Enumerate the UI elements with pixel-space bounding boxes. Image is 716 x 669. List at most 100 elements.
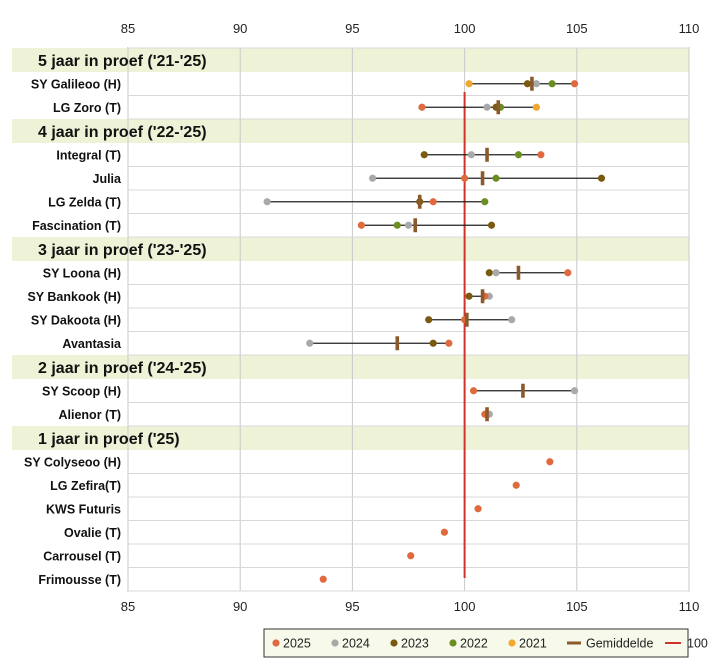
point-2022 <box>548 80 556 88</box>
row-label: Frimousse (T) <box>38 573 121 587</box>
point-2025 <box>440 528 449 536</box>
mean-marker <box>516 265 521 280</box>
row-label: SY Loona (H) <box>43 266 121 280</box>
group-title: 3 jaar in proef ('23-'25) <box>38 242 207 259</box>
mean-marker <box>496 100 501 115</box>
group-header-band <box>12 426 689 450</box>
legend-label: 2023 <box>401 637 429 651</box>
mean-marker <box>417 194 422 209</box>
x-tick-label-top: 90 <box>233 21 247 36</box>
x-tick-label-bottom: 95 <box>345 599 359 614</box>
point-2024 <box>570 387 579 395</box>
point-2023 <box>485 269 493 277</box>
mean-marker <box>413 218 418 233</box>
point-2025 <box>474 505 482 513</box>
point-2025 <box>429 198 437 206</box>
row-label: LG Zelda (T) <box>48 195 121 209</box>
row-label: SY Scoop (H) <box>42 384 121 398</box>
point-2022 <box>492 174 500 182</box>
x-tick-label-top: 105 <box>566 21 588 36</box>
point-2022 <box>481 198 489 206</box>
point-2024 <box>492 269 500 277</box>
point-2025 <box>319 575 327 583</box>
row-label: Fascination (T) <box>32 219 121 233</box>
row-label: SY Dakoota (H) <box>31 313 121 327</box>
group-header-band <box>12 355 689 379</box>
legend-marker-2021 <box>508 639 516 647</box>
point-2023 <box>425 316 433 324</box>
point-2022 <box>393 221 401 229</box>
point-2022 <box>514 151 523 159</box>
x-tick-label-top: 100 <box>454 21 476 36</box>
mean-marker <box>480 289 485 304</box>
legend-marker-2024 <box>331 639 339 647</box>
x-tick-label-bottom: 110 <box>679 599 700 614</box>
mean-marker <box>485 407 489 422</box>
point-2025 <box>469 387 478 395</box>
row-label: KWS Futuris <box>46 502 121 516</box>
row-label: SY Bankook (H) <box>27 290 121 304</box>
row-label: Ovalie (T) <box>64 526 121 540</box>
point-2024 <box>508 316 516 324</box>
point-2023 <box>597 174 606 182</box>
x-tick-label-top: 110 <box>679 21 700 36</box>
legend-label: 2024 <box>342 637 370 651</box>
row-label: Integral (T) <box>56 148 121 162</box>
group-header-band <box>12 48 689 72</box>
mean-marker <box>465 312 469 327</box>
point-2024 <box>467 151 475 159</box>
point-2025 <box>357 221 365 229</box>
point-2024 <box>263 198 271 206</box>
point-2024 <box>368 174 377 182</box>
group-title: 2 jaar in proef ('24-'25) <box>38 360 207 377</box>
x-tick-label-bottom: 90 <box>233 599 247 614</box>
x-tick-label-top: 95 <box>345 21 359 36</box>
legend-marker-2022 <box>449 639 457 647</box>
row-label: Julia <box>93 172 123 186</box>
group-header-band <box>12 119 689 143</box>
point-2023 <box>523 80 532 88</box>
row-label: Alienor (T) <box>59 408 122 422</box>
point-2021 <box>532 103 541 111</box>
legend-label: 2021 <box>519 637 547 651</box>
point-2024 <box>306 339 314 347</box>
point-2023 <box>429 339 437 347</box>
mean-marker <box>395 336 400 351</box>
x-tick-label-top: 85 <box>121 21 135 36</box>
legend-label: 2025 <box>283 637 311 651</box>
legend-marker-2025 <box>272 639 280 647</box>
row-label: LG Zoro (T) <box>53 101 121 115</box>
mean-marker <box>521 383 525 398</box>
group-header-band <box>12 237 689 261</box>
legend-marker-average <box>567 641 581 645</box>
legend-label-average: Gemiddelde <box>586 637 653 651</box>
point-2025 <box>407 552 415 560</box>
point-2025 <box>512 481 520 489</box>
legend-marker-2023 <box>390 639 398 647</box>
point-2023 <box>420 151 428 159</box>
group-title: 4 jaar in proef ('22-'25) <box>38 124 207 141</box>
row-label: Carrousel (T) <box>43 549 121 563</box>
point-2024 <box>404 221 413 229</box>
point-2025 <box>564 269 572 277</box>
point-2025 <box>570 80 579 88</box>
x-tick-label-bottom: 105 <box>566 599 588 614</box>
legend-label-reference: 100 <box>687 637 708 651</box>
point-2025 <box>537 151 545 159</box>
point-2025 <box>445 339 453 347</box>
row-label: Avantasia <box>62 337 122 351</box>
row-label: LG Zefira(T) <box>50 479 121 493</box>
x-tick-label-bottom: 85 <box>121 599 135 614</box>
x-tick-label-bottom: 100 <box>454 599 476 614</box>
group-title: 5 jaar in proef ('21-'25) <box>38 53 207 70</box>
point-2023 <box>487 221 496 229</box>
row-label: SY Galileoo (H) <box>31 77 121 91</box>
point-2023 <box>465 292 473 300</box>
mean-marker <box>480 171 485 186</box>
point-2025 <box>418 103 426 111</box>
point-2024 <box>483 103 491 111</box>
point-2021 <box>465 80 473 88</box>
legend: 2025 2024 2023 2022 2021 Gemiddelde 100 <box>263 628 708 658</box>
group-title: 1 jaar in proef ('25) <box>38 431 180 448</box>
